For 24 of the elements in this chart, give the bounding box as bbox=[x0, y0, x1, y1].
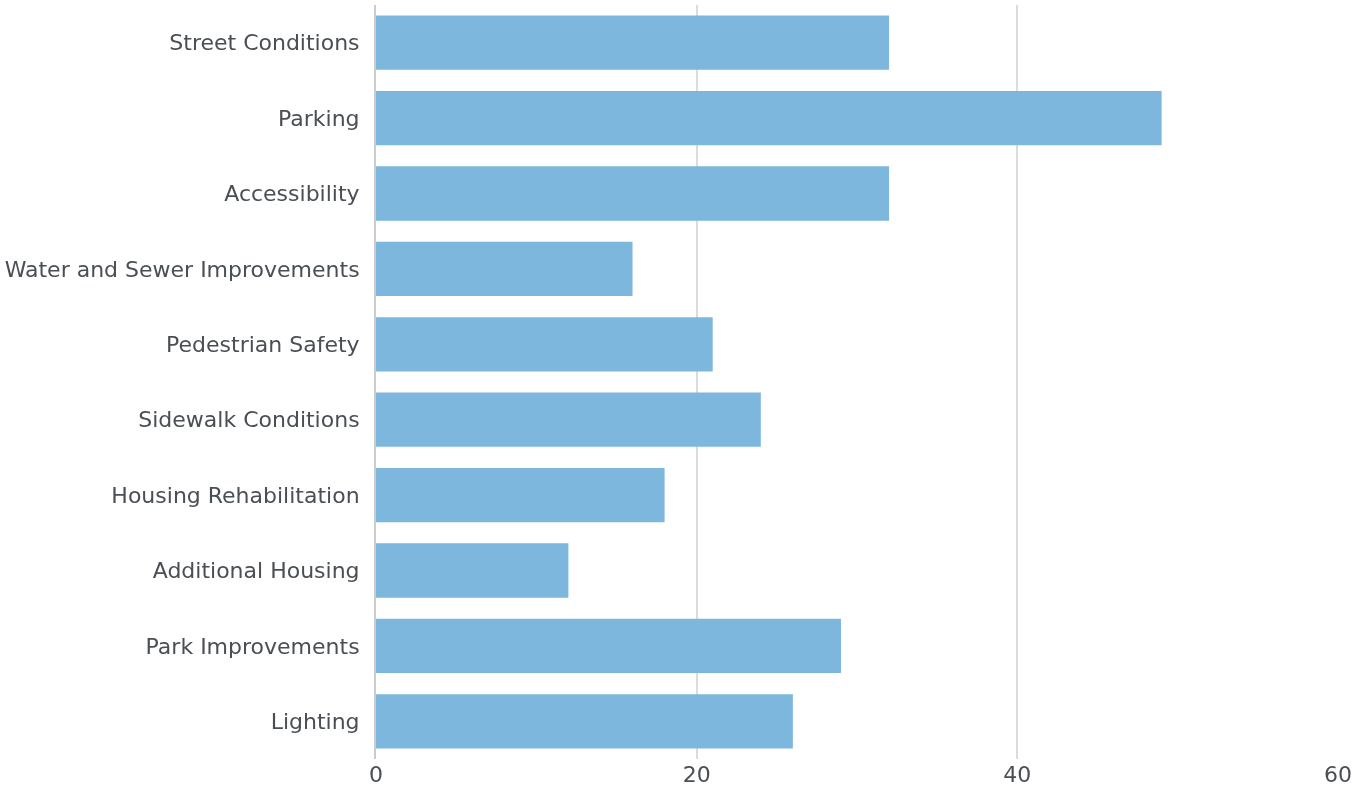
x-tick-label: 60 bbox=[1324, 762, 1352, 787]
x-tick-label: 40 bbox=[1003, 762, 1032, 787]
y-tick-label: Street Conditions bbox=[169, 30, 360, 56]
bar bbox=[376, 15, 890, 70]
x-tick-label: 0 bbox=[369, 762, 383, 787]
y-tick-label: Lighting bbox=[270, 709, 360, 734]
bar bbox=[376, 166, 890, 221]
y-tick-label: Park Improvements bbox=[145, 633, 360, 659]
y-tick-label: Parking bbox=[278, 105, 360, 131]
y-tick-label: Accessibility bbox=[224, 181, 360, 207]
bar bbox=[376, 90, 1162, 146]
bar bbox=[376, 543, 569, 598]
bar bbox=[376, 618, 841, 674]
bar bbox=[376, 241, 633, 297]
y-tick-label: Pedestrian Safety bbox=[166, 332, 360, 357]
y-tick-label: Additional Housing bbox=[152, 558, 360, 584]
bar bbox=[376, 467, 665, 523]
y-tick-label: Water and Sewer Improvements bbox=[4, 256, 360, 282]
bar bbox=[376, 694, 793, 749]
y-tick-label: Housing Rehabilitation bbox=[111, 482, 360, 508]
bar bbox=[376, 317, 713, 372]
bar bbox=[376, 392, 761, 447]
y-tick-label: Sidewalk Conditions bbox=[138, 407, 360, 433]
x-tick-label: 20 bbox=[682, 762, 711, 787]
